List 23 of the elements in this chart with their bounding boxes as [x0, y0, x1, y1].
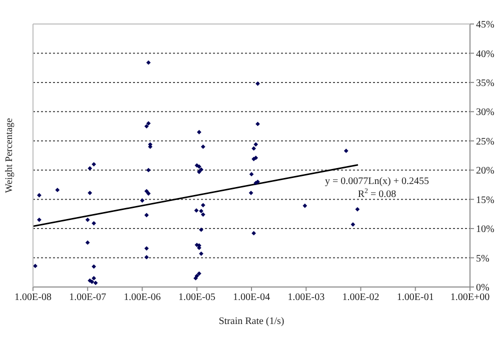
y-tick-label: 10% — [476, 224, 494, 236]
y-tick-label: 5% — [476, 253, 490, 264]
x-axis-title: Strain Rate (1/s) — [218, 316, 284, 328]
x-tick-label: 1.00E-01 — [396, 292, 434, 304]
annotation: R$^{2}$ = 0.08 — [358, 187, 396, 200]
x-tick-label: 1.00E-08 — [14, 292, 52, 304]
y-tick-label: 30% — [476, 107, 494, 118]
x-tick-label: 1.00E-04 — [233, 292, 270, 304]
y-tick-label: 25% — [476, 136, 494, 148]
y-tick-label: 20% — [476, 166, 494, 177]
y-tick-label: 15% — [476, 194, 494, 206]
x-tick-label: 1.00E-03 — [288, 292, 325, 304]
x-tick-label: 1.00E-06 — [124, 292, 161, 304]
y-tick-label: 40% — [476, 48, 494, 60]
y-tick-label: 0% — [476, 282, 490, 294]
y-tick-label: 45% — [476, 20, 494, 31]
x-tick-label: 1.00E+00 — [450, 292, 490, 304]
x-tick-label: 1.00E-07 — [69, 292, 106, 304]
x-tick-label: 1.00E-05 — [178, 292, 216, 304]
y-axis-title: Weight Percentage — [4, 117, 15, 193]
annotation: y = 0.0077Ln(x) + 0.2455 — [324, 176, 430, 187]
y-tick-label: 35% — [476, 78, 494, 89]
x-tick-label: 1.00E-02 — [342, 292, 380, 304]
